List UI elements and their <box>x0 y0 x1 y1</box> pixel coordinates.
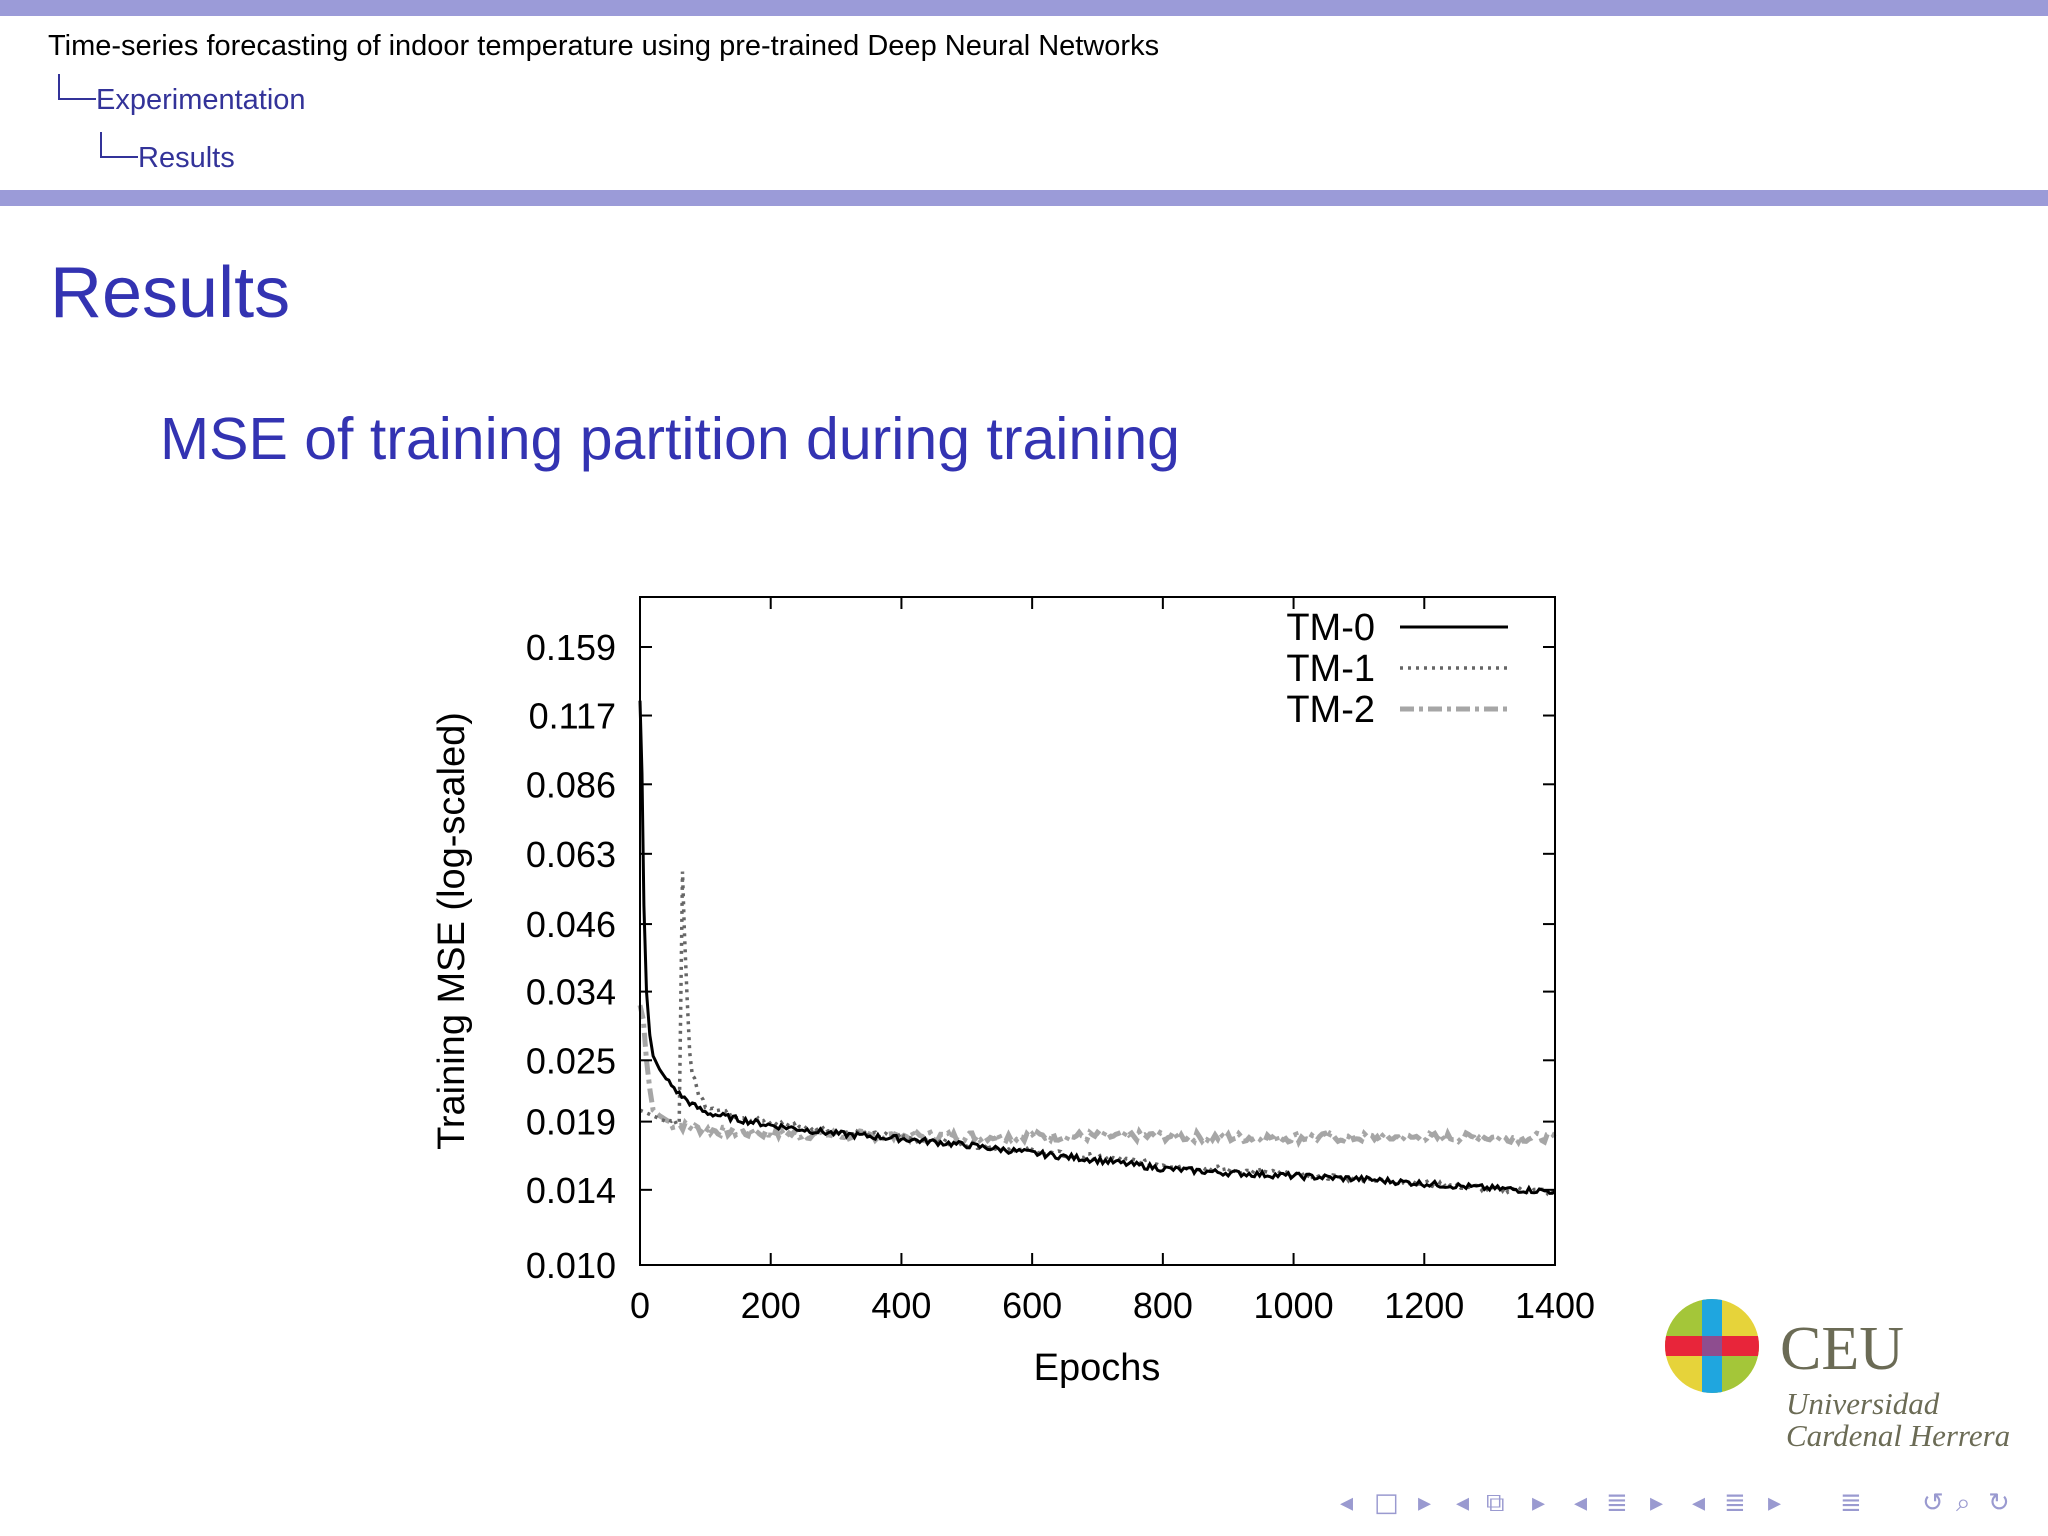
breadcrumb-subsection-label: Results <box>138 142 235 174</box>
x-tick-label: 1000 <box>1254 1285 1334 1326</box>
nav-prev-icon[interactable]: ◂ <box>1692 1488 1706 1518</box>
nav-next-icon[interactable]: ▸ <box>1650 1488 1664 1518</box>
x-tick-label: 1200 <box>1384 1285 1464 1326</box>
plot-frame <box>639 596 1556 1266</box>
logo-line1: Universidad <box>1786 1386 1940 1421</box>
y-tick-label: 0.010 <box>526 1245 616 1286</box>
nav-prev-icon[interactable]: ◂ <box>1340 1488 1354 1518</box>
legend-label: TM-1 <box>1286 648 1375 690</box>
frame-title: Results <box>50 253 291 333</box>
y-tick-label: 0.034 <box>526 972 616 1013</box>
x-tick-label: 0 <box>630 1285 650 1326</box>
x-tick-label: 600 <box>1002 1285 1062 1326</box>
legend-label: TM-2 <box>1286 689 1375 731</box>
y-tick-label: 0.159 <box>526 627 616 668</box>
beamer-navigation: ◂ □ ▸ ◂ ⧉ ▸ ◂ ≣ ▸ ◂ ≣ ▸ ≣ ↺ ⌕ ↻ <box>1340 1488 2040 1524</box>
nav-section-icon[interactable]: ≣ <box>1724 1488 1746 1518</box>
nav-prev-icon[interactable]: ◂ <box>1456 1488 1470 1518</box>
y-tick-label: 0.117 <box>529 696 616 737</box>
x-tick-label: 1400 <box>1515 1285 1595 1326</box>
y-tick-label: 0.046 <box>526 904 616 945</box>
series-line-tm-1 <box>639 871 1556 1197</box>
ceu-emblem-icon <box>1665 1299 1759 1393</box>
breadcrumb-elbow-icon <box>58 74 96 100</box>
header-top-bar <box>0 0 2048 16</box>
nav-next-icon[interactable]: ▸ <box>1532 1488 1546 1518</box>
nav-section-icon[interactable]: ≣ <box>1840 1488 1862 1518</box>
logo-abbr: CEU <box>1780 1315 1904 1383</box>
series-line-tm-2 <box>637 1004 1557 1148</box>
y-tick-label: 0.025 <box>526 1040 616 1081</box>
nav-back-icon[interactable]: ↺ <box>1922 1488 1944 1518</box>
nav-next-icon[interactable]: ▸ <box>1418 1488 1432 1518</box>
nav-prev-icon[interactable]: ◂ <box>1574 1488 1588 1518</box>
x-tick-label: 800 <box>1133 1285 1193 1326</box>
header-bottom-bar <box>0 190 2048 206</box>
y-tick-label: 0.086 <box>526 764 616 805</box>
legend-label: TM-0 <box>1286 607 1375 649</box>
legend: TM-0TM-1TM-2 <box>1286 607 1508 731</box>
nav-next-icon[interactable]: ▸ <box>1768 1488 1782 1518</box>
breadcrumb-elbow-icon <box>100 132 138 158</box>
frame-subtitle: MSE of training partition during trainin… <box>160 406 1180 472</box>
series-layer <box>637 700 1557 1197</box>
presentation-title[interactable]: Time-series forecasting of indoor temper… <box>48 30 1160 62</box>
nav-section-icon[interactable]: ≣ <box>1606 1488 1628 1518</box>
nav-frame-icon[interactable]: □ <box>1374 1488 1399 1518</box>
nav-search-icon[interactable]: ⌕ <box>1956 1488 1971 1518</box>
y-axis-title: Training MSE (log-scaled) <box>431 712 473 1150</box>
y-tick-label: 0.014 <box>526 1170 616 1211</box>
nav-subsection-icon[interactable]: ⧉ <box>1486 1488 1505 1518</box>
y-tick-label: 0.019 <box>526 1102 616 1143</box>
breadcrumb-section-label: Experimentation <box>96 84 306 116</box>
ticks-layer: 0 200 400 600 800 1000 1200 1400 0.010 0.014 0.019… <box>526 597 1595 1326</box>
x-axis-title: Epochs <box>1034 1347 1161 1389</box>
y-tick-label: 0.063 <box>526 834 616 875</box>
x-tick-label: 400 <box>871 1285 931 1326</box>
nav-back-icon[interactable]: ↻ <box>1988 1488 2010 1518</box>
series-line-tm-0 <box>638 700 1556 1195</box>
logo-line2: Cardenal Herrera <box>1786 1418 2011 1453</box>
ceu-logo: CEU Universidad Cardenal Herrera <box>1662 1296 2042 1456</box>
x-tick-label: 200 <box>741 1285 801 1326</box>
